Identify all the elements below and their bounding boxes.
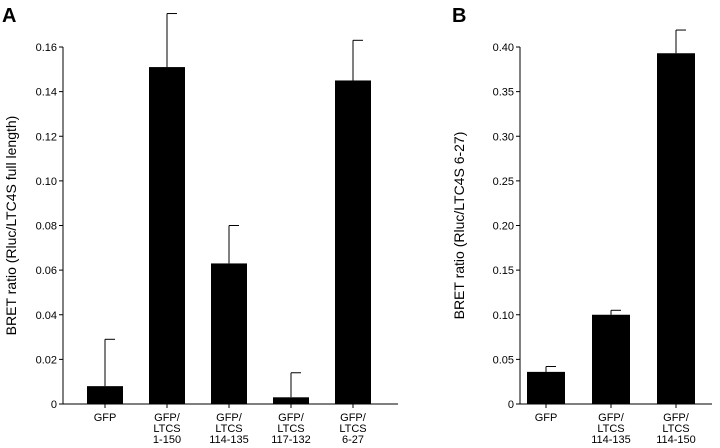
x-tick-label-line: LTCS [153, 423, 180, 435]
x-tick-label-line: GFP/ [663, 412, 690, 424]
y-tick-label: 0 [508, 399, 514, 411]
x-tick-label: GFP [94, 412, 117, 424]
bar [273, 397, 309, 404]
x-tick-label: GFP/LTCS 114-150 [656, 412, 696, 446]
y-tick-label: 0.30 [493, 131, 514, 143]
x-tick-label: GFP/LTCS 1-150 [153, 412, 181, 446]
bar [527, 371, 565, 404]
bar [149, 67, 185, 405]
x-tick-label-line: GFP/ [216, 412, 243, 424]
y-tick-label: 0.10 [36, 176, 57, 188]
x-tick-label-line: LTCS [215, 423, 242, 435]
x-tick-label-line: 114-135 [591, 434, 631, 446]
y-tick-label: 0.14 [36, 87, 57, 99]
y-tick-label: 0.08 [36, 221, 57, 233]
x-tick-label-line: LTCS [597, 423, 624, 435]
x-tick-label-line: 1-150 [153, 434, 181, 446]
x-tick-label-line: 6-27 [342, 434, 364, 446]
y-axis-label: BRET ratio (Rluc/LTC4S full length) [3, 116, 19, 336]
y-tick-label: 0.25 [493, 176, 514, 188]
x-tick-label-line: GFP [535, 412, 558, 424]
y-axis-label: BRET ratio (Rluc/LTC4S 6-27) [451, 132, 467, 320]
panel-label: A [2, 5, 16, 27]
y-tick-label: 0.05 [493, 354, 514, 366]
panel-label: B [452, 5, 466, 27]
y-tick-label: 0.20 [493, 221, 514, 233]
x-tick-label-line: LTCS [277, 423, 304, 435]
x-tick-label-line: LTCS [662, 423, 689, 435]
x-tick-label-line: 117-132 [271, 434, 311, 446]
bar [87, 386, 123, 404]
y-tick-label: 0.12 [36, 131, 57, 143]
x-tick-label: GFP/LTCS 114-135 [209, 412, 249, 446]
y-tick-label: 0.16 [36, 42, 57, 54]
x-tick-label: GFP/LTCS 117-132 [271, 412, 311, 446]
x-tick-label-line: 114-135 [209, 434, 249, 446]
x-tick-label-line: 114-150 [656, 434, 696, 446]
panel-B: B BRET ratio (Rluc/LTC4S 6-27) 0 0.05 0.10 0.… [451, 5, 712, 446]
y-tick-label: 0.40 [493, 42, 514, 54]
panel-A: A BRET ratio (Rluc/LTC4S full length) 0 0.0… [2, 5, 398, 446]
bar [335, 80, 371, 404]
y-tick-label: 0.10 [493, 310, 514, 322]
bar [657, 53, 695, 405]
x-tick-label-line: GFP/ [278, 412, 305, 424]
y-tick-label: 0.04 [36, 310, 57, 322]
bar [211, 263, 247, 404]
y-tick-label: 0.35 [493, 87, 514, 99]
x-tick-label-line: GFP/ [340, 412, 367, 424]
y-tick-label: 0 [51, 399, 57, 411]
x-tick-label-line: GFP/ [598, 412, 625, 424]
bar [592, 314, 630, 404]
x-tick-label-line: GFP/ [154, 412, 181, 424]
y-tick-label: 0.15 [493, 265, 514, 277]
x-tick-label: GFP [535, 412, 558, 424]
x-tick-label: GFP/LTCS 114-135 [591, 412, 631, 446]
y-tick-label: 0.02 [36, 354, 57, 366]
y-tick-label: 0.06 [36, 265, 57, 277]
x-tick-label-line: GFP [94, 412, 117, 424]
x-tick-label: GFP/LTCS 6-27 [339, 412, 366, 446]
x-tick-label-line: LTCS [339, 423, 366, 435]
